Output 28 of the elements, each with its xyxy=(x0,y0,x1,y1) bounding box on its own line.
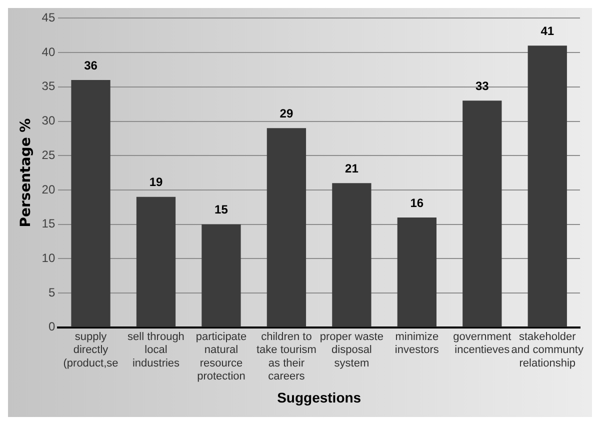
y-axis-title: Persentage % xyxy=(18,118,34,228)
y-tick-label: 40 xyxy=(42,44,56,59)
x-tick-label: participate natural resource protection xyxy=(196,331,247,383)
x-axis-title: Suggestions xyxy=(277,389,362,406)
y-tick-label: 25 xyxy=(42,148,56,162)
data-label: 15 xyxy=(214,202,228,217)
x-tick-label: children to take tourism as their careers xyxy=(256,331,316,383)
x-tick-label: supply directly (product,se xyxy=(63,331,118,370)
y-tick-label: 35 xyxy=(42,79,56,94)
x-tick-label: minimize investors xyxy=(394,331,440,356)
x-tick-label: proper waste disposal system xyxy=(320,331,384,370)
x-tick-label: government incentieves xyxy=(453,331,512,356)
y-tick-label: 0 xyxy=(48,320,56,334)
y-tick-label: 20 xyxy=(42,182,56,196)
data-label: 29 xyxy=(280,106,294,120)
data-label: 21 xyxy=(345,161,359,176)
data-label: 16 xyxy=(410,196,424,210)
data-label: 41 xyxy=(540,24,554,38)
y-tick-label: 45 xyxy=(42,10,56,25)
data-label: 19 xyxy=(149,175,163,190)
y-tick-label: 30 xyxy=(42,114,56,128)
data-label: 33 xyxy=(475,78,490,93)
y-tick-label: 10 xyxy=(42,251,56,265)
y-tick-label: 5 xyxy=(48,285,56,300)
data-label: 36 xyxy=(84,58,98,72)
y-tick-label: 15 xyxy=(42,216,56,231)
x-tick-label: stakeholder and communty relationship xyxy=(511,331,584,370)
x-tick-label: sell through local industries xyxy=(128,331,184,370)
